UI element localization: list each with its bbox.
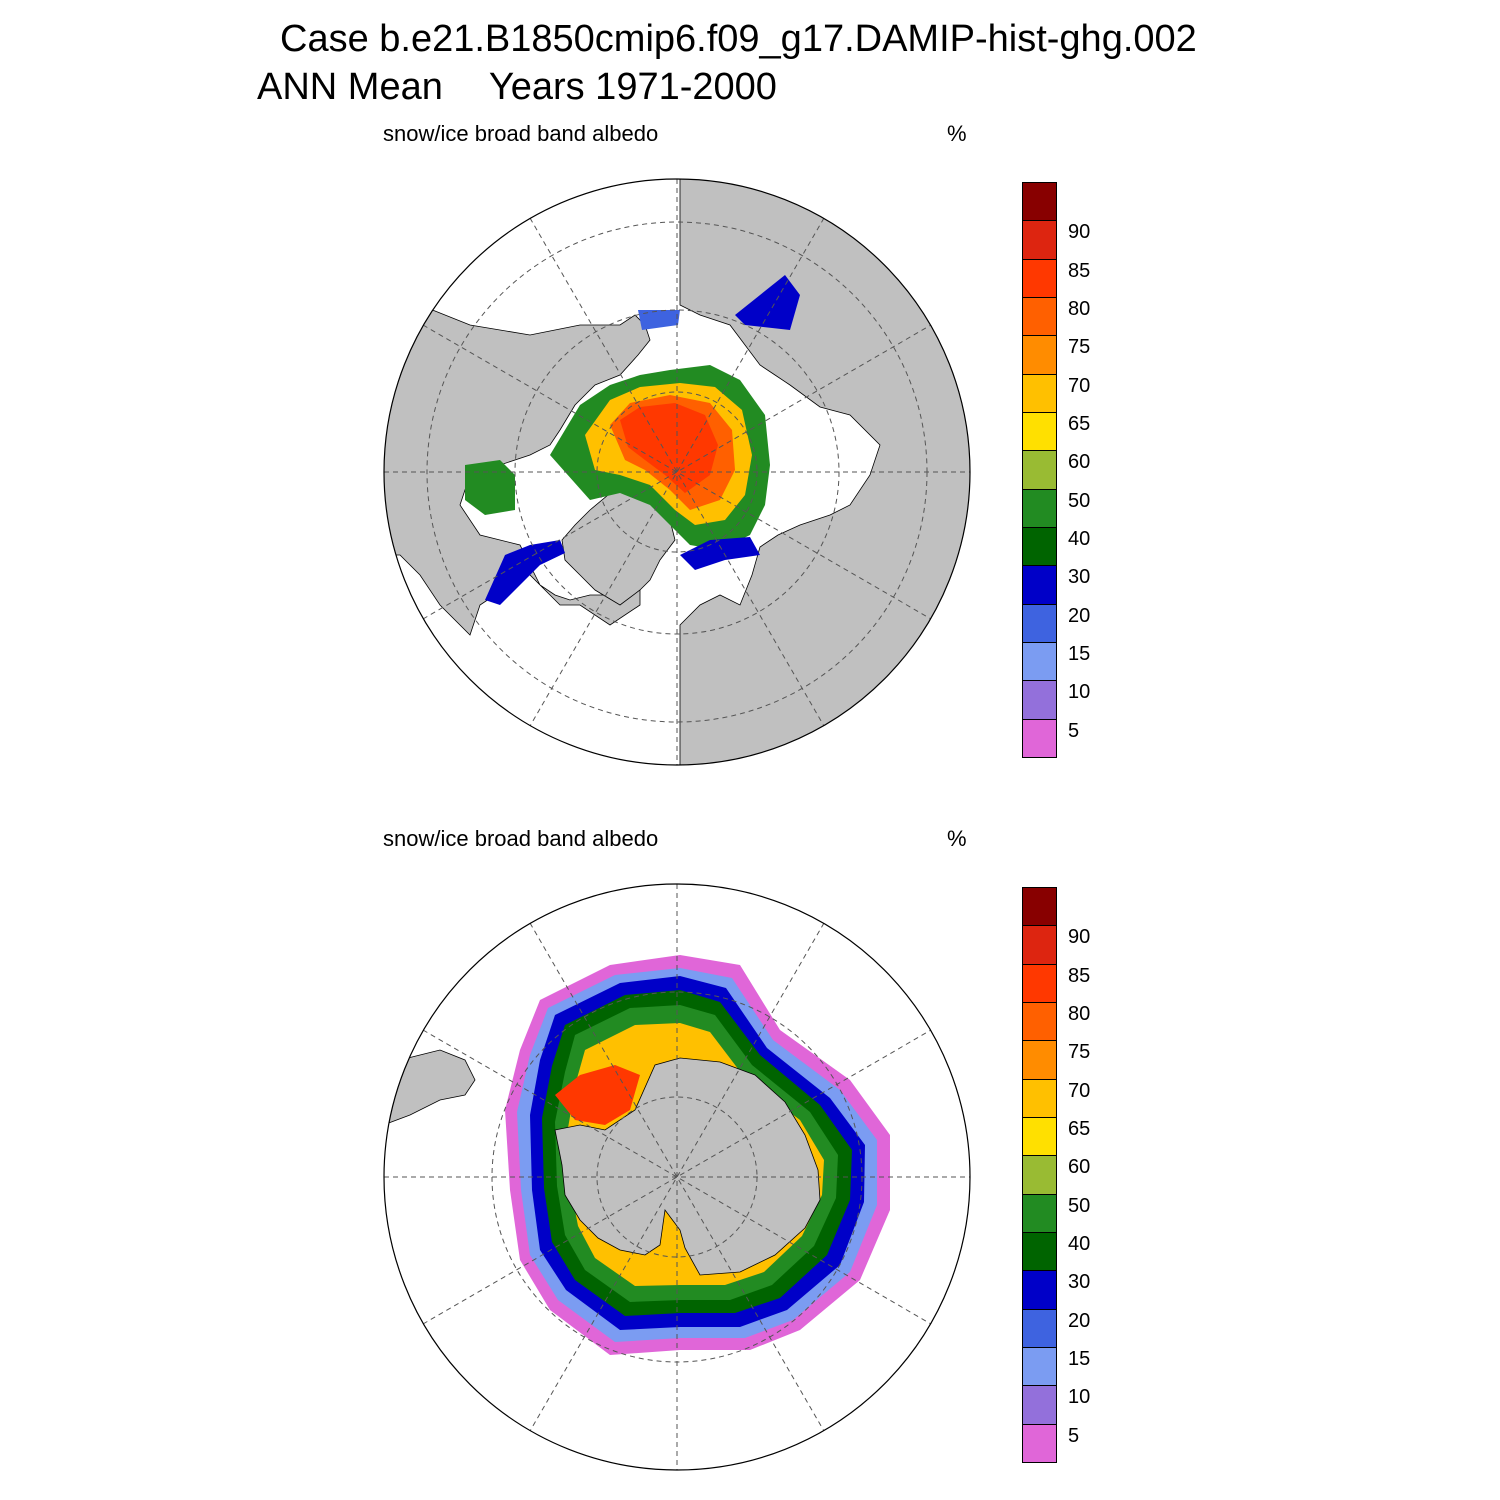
- south-colorbar-swatch: [1022, 1117, 1057, 1157]
- south-colorbar-tick-label: 20: [1068, 1309, 1091, 1332]
- north-colorbar-tick-label: 65: [1068, 413, 1091, 435]
- north-polar-map: [383, 178, 971, 766]
- north-colorbar-swatch: [1022, 220, 1057, 260]
- south-colorbar-tick-label: 15: [1068, 1348, 1091, 1370]
- south-colorbar-swatch: [1022, 925, 1057, 965]
- years-label: Years 1971-2000: [488, 66, 777, 108]
- north-colorbar-swatch: [1022, 258, 1057, 298]
- south-colorbar-swatch: [1022, 887, 1057, 927]
- north-colorbar-tick-label: 20: [1068, 604, 1091, 627]
- north-colorbar-swatch: [1022, 680, 1057, 720]
- north-graticule: [384, 179, 970, 765]
- south-colorbar-swatch: [1022, 1002, 1057, 1042]
- north-colorbar-swatch: [1022, 297, 1057, 337]
- south-colorbar-swatch: [1022, 1155, 1057, 1195]
- south-units-label: %: [947, 826, 967, 851]
- south-colorbar-tick-label: 10: [1068, 1386, 1091, 1409]
- north-colorbar-swatch: [1022, 335, 1057, 375]
- south-colorbar-tick-label: 50: [1068, 1194, 1091, 1217]
- north-colorbar-swatch: [1022, 603, 1057, 643]
- south-map-border: [383, 883, 971, 1471]
- north-colorbar-swatch: [1022, 488, 1057, 528]
- south-variable-label: snow/ice broad band albedo: [383, 826, 659, 851]
- south-colorbar-tick-label: 60: [1068, 1156, 1091, 1179]
- south-colorbar-tick-label: 30: [1068, 1271, 1091, 1294]
- south-colorbar-tick-label: 85: [1068, 964, 1091, 987]
- south-polar-map: [383, 883, 971, 1471]
- south-land-antarctica: [554, 1057, 821, 1276]
- north-colorbar-tick-label: 70: [1068, 374, 1091, 397]
- south-graticule: [384, 884, 970, 1470]
- south-colorbar-tick-label: 40: [1068, 1233, 1091, 1255]
- south-colorbar: 5 10 15 20 30 40 50 60 65 70 75 80 85 90: [1022, 887, 1090, 1463]
- south-colorbar-tick-label: 75: [1068, 1041, 1091, 1064]
- north-colorbar-tick-label: 40: [1068, 528, 1091, 550]
- north-ice-hudson: [465, 460, 515, 515]
- south-colorbar-swatch: [1022, 1232, 1057, 1272]
- south-colorbar-tick-label: 5: [1068, 1424, 1080, 1447]
- north-variable-label: snow/ice broad band albedo: [383, 121, 659, 146]
- north-ice-labrador-edge: [485, 540, 565, 605]
- north-colorbar-tick-label: 30: [1068, 566, 1091, 589]
- north-colorbar-swatch: [1022, 642, 1057, 682]
- north-colorbar-tick-label: 60: [1068, 451, 1091, 474]
- south-colorbar-swatch: [1022, 1385, 1057, 1425]
- south-colorbar-swatch: [1022, 1347, 1057, 1387]
- south-colorbar-swatch: [1022, 963, 1057, 1003]
- south-colorbar-swatch: [1022, 1308, 1057, 1348]
- south-colorbar-swatch: [1022, 1078, 1057, 1118]
- period-title: ANN Mean Years 1971-2000: [257, 66, 777, 109]
- north-colorbar-swatch: [1022, 450, 1057, 490]
- north-map-border: [383, 178, 971, 766]
- north-colorbar-tick-label: 50: [1068, 489, 1091, 512]
- north-ice-okhotsk: [735, 275, 800, 330]
- south-colorbar-swatch: [1022, 1423, 1057, 1463]
- south-colorbar-tick-label: 80: [1068, 1003, 1091, 1025]
- case-title: Case b.e21.B1850cmip6.f09_g17.DAMIP-hist…: [280, 18, 1197, 60]
- north-colorbar-swatch: [1022, 412, 1057, 452]
- north-colorbar-tick-label: 85: [1068, 259, 1091, 282]
- south-colorbar-swatch: [1022, 1270, 1057, 1310]
- north-colorbar-swatch: [1022, 373, 1057, 413]
- north-colorbar-swatch: [1022, 718, 1057, 758]
- north-colorbar-tick-label: 75: [1068, 336, 1091, 359]
- north-ice-barents-edge: [680, 537, 760, 570]
- north-colorbar-tick-label: 10: [1068, 681, 1091, 704]
- north-colorbar-tick-label: 15: [1068, 643, 1091, 665]
- south-colorbar-tick-label: 70: [1068, 1079, 1091, 1102]
- north-units-label: %: [947, 121, 967, 146]
- north-colorbar-swatch: [1022, 182, 1057, 222]
- north-colorbar-tick-label: 5: [1068, 719, 1080, 742]
- north-colorbar-tick-label: 90: [1068, 221, 1091, 244]
- north-ice-bering: [638, 310, 680, 330]
- north-colorbar-swatch: [1022, 565, 1057, 605]
- north-ice-band-center: [620, 403, 718, 493]
- south-colorbar-swatch: [1022, 1193, 1057, 1233]
- south-colorbar-swatch: [1022, 1040, 1057, 1080]
- south-colorbar-tick-label: 65: [1068, 1118, 1091, 1140]
- south-ice-weddell-core: [555, 1065, 640, 1125]
- north-colorbar-swatch: [1022, 527, 1057, 567]
- north-colorbar: 5 10 15 20 30 40 50 60 65 70 75 80 85 90: [1022, 182, 1090, 758]
- north-colorbar-tick-label: 80: [1068, 298, 1091, 320]
- south-colorbar-tick-label: 90: [1068, 926, 1091, 949]
- season-label: ANN Mean: [257, 66, 443, 108]
